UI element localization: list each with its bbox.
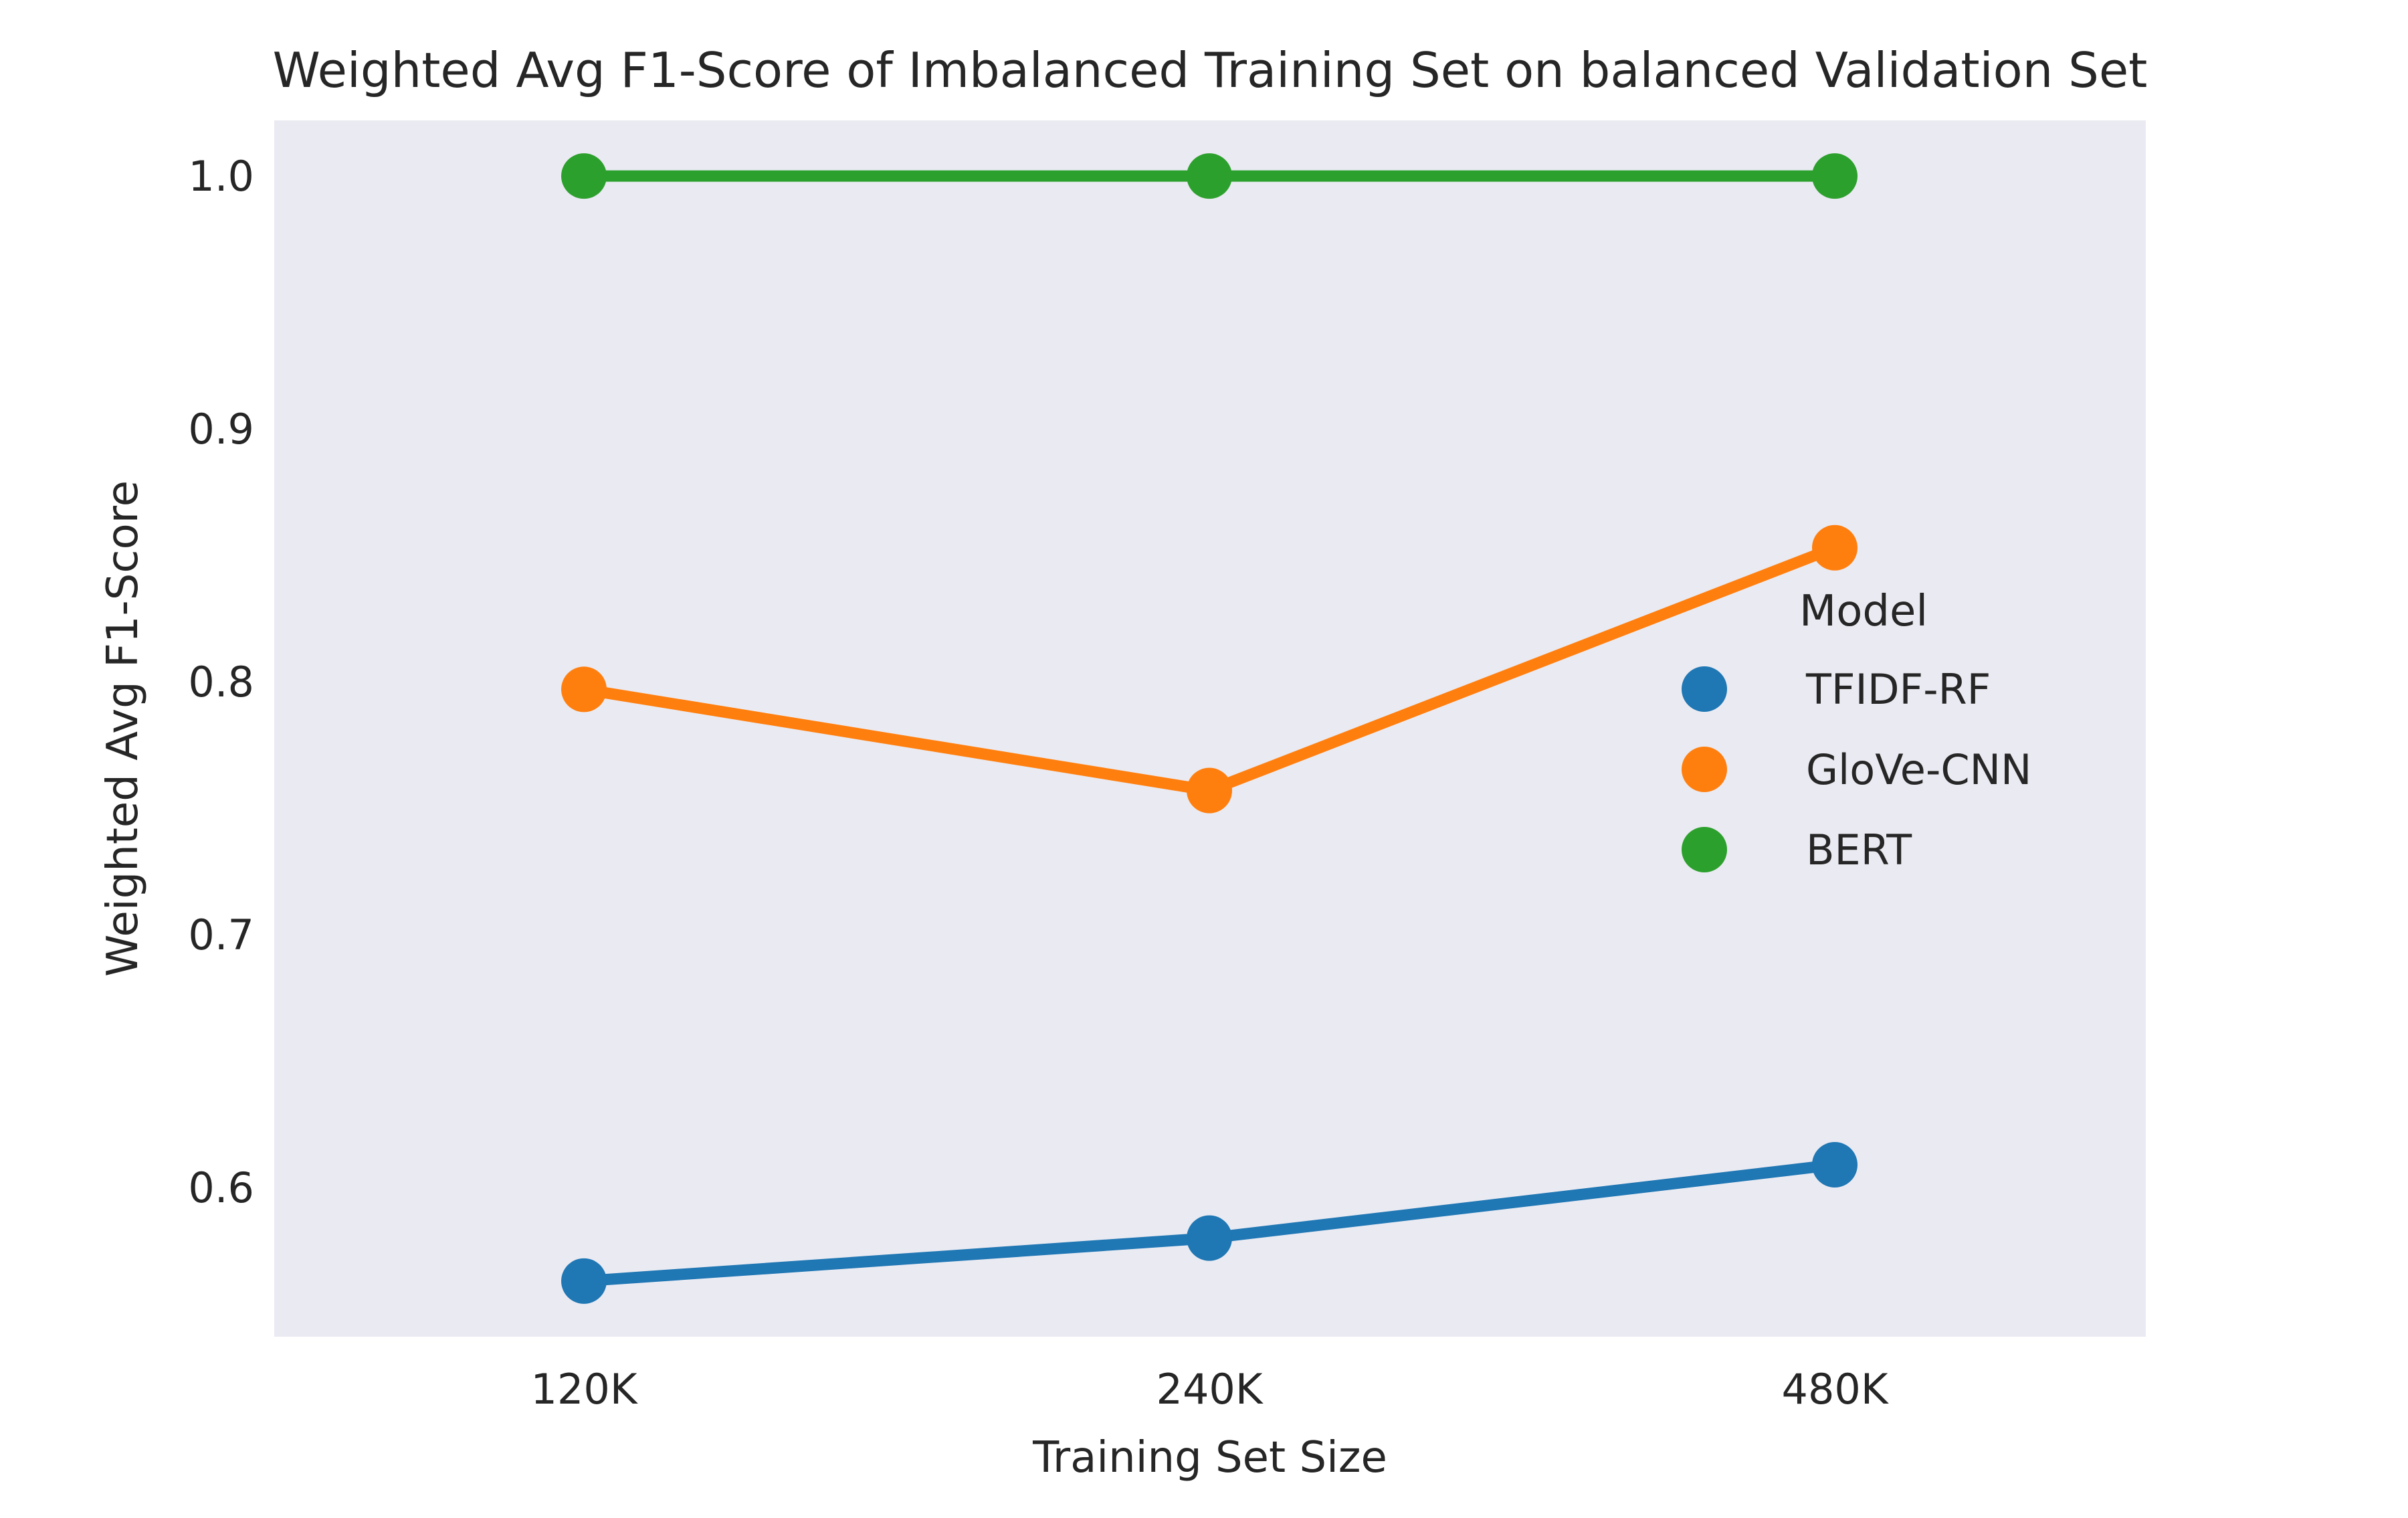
x-tick-label: 240K — [1157, 1365, 1264, 1414]
data-point — [1187, 767, 1232, 814]
data-point — [561, 666, 607, 713]
legend-label: GloVe-CNN — [1806, 745, 2031, 794]
y-tick-label: 1.0 — [188, 152, 254, 201]
data-point — [1812, 153, 1858, 199]
data-point — [1812, 525, 1858, 571]
chart-title: Weighted Avg F1-Score of Imbalanced Trai… — [273, 42, 2148, 98]
x-axis-label: Training Set Size — [1032, 1433, 1387, 1483]
x-tick-label: 120K — [531, 1365, 638, 1414]
series-tfidf-rf — [561, 1141, 1858, 1304]
y-axis-label: Weighted Avg F1-Score — [98, 480, 148, 977]
data-point — [1187, 153, 1232, 199]
y-tick-label: 0.9 — [188, 405, 254, 454]
series-layer — [561, 153, 1858, 1304]
data-point — [1187, 1215, 1232, 1261]
series-glove-cnn — [561, 525, 1858, 814]
y-tick-label: 0.8 — [188, 658, 254, 706]
legend: Model TFIDF-RF GloVe-CNN BERT — [1682, 587, 2031, 874]
y-tick-label: 0.7 — [188, 911, 254, 959]
series-bert — [561, 153, 1858, 199]
y-tick-labels: 0.6 0.7 0.8 0.9 1.0 — [188, 152, 254, 1212]
legend-marker — [1682, 666, 1727, 712]
x-tick-label: 480K — [1782, 1365, 1889, 1414]
data-point — [561, 153, 607, 199]
x-tick-labels: 120K 240K 480K — [531, 1365, 1889, 1414]
legend-entries: TFIDF-RF GloVe-CNN BERT — [1682, 665, 2031, 874]
y-tick-label: 0.6 — [188, 1163, 254, 1212]
legend-marker — [1682, 747, 1727, 792]
legend-marker — [1682, 827, 1727, 872]
legend-entry: GloVe-CNN — [1682, 745, 2031, 794]
legend-label: BERT — [1806, 826, 1912, 874]
legend-title: Model — [1799, 587, 1928, 636]
data-point — [1812, 1141, 1858, 1188]
legend-entry: TFIDF-RF — [1682, 665, 1991, 714]
data-point — [561, 1258, 607, 1304]
legend-entry: BERT — [1682, 826, 1912, 874]
plot-area — [274, 120, 2146, 1337]
legend-label: TFIDF-RF — [1805, 665, 1991, 714]
